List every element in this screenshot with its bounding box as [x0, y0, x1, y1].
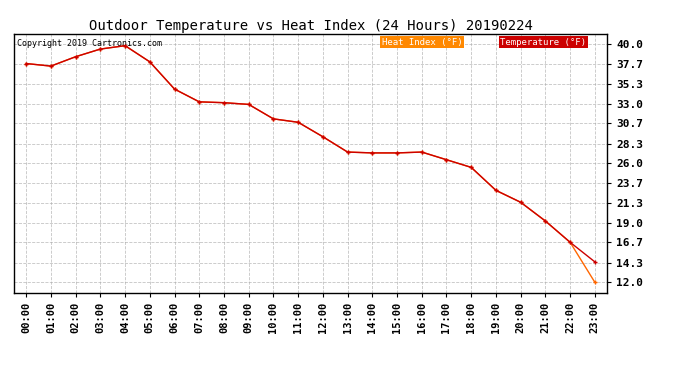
Title: Outdoor Temperature vs Heat Index (24 Hours) 20190224: Outdoor Temperature vs Heat Index (24 Ho… — [88, 19, 533, 33]
Text: Heat Index (°F): Heat Index (°F) — [382, 38, 462, 46]
Text: Temperature (°F): Temperature (°F) — [500, 38, 586, 46]
Text: Copyright 2019 Cartronics.com: Copyright 2019 Cartronics.com — [17, 39, 161, 48]
